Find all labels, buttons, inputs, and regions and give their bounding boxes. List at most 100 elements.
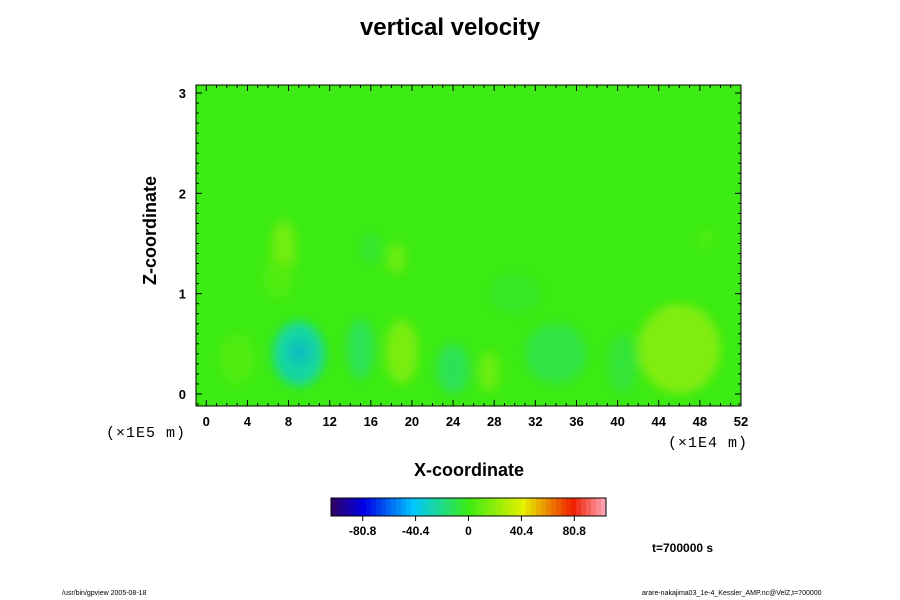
heatmap-cell xyxy=(347,318,374,379)
colorbar-cell xyxy=(566,498,572,516)
y-scale-label: (×1E5 m) xyxy=(106,425,187,442)
x-tick-label: 40 xyxy=(610,414,624,429)
colorbar-cell xyxy=(406,498,412,516)
colorbar-cell xyxy=(561,498,567,516)
colorbar-cell xyxy=(456,498,462,516)
chart-title: vertical velocity xyxy=(359,14,541,41)
heatmap-cell xyxy=(696,228,714,249)
x-tick-label: 8 xyxy=(285,414,292,429)
heatmap-cell xyxy=(478,351,500,392)
colorbar-cell xyxy=(501,498,507,516)
colorbar-cell xyxy=(371,498,377,516)
colorbar-cell xyxy=(436,498,442,516)
colorbar-cell xyxy=(366,498,372,516)
heatmap-cell xyxy=(385,319,419,384)
colorbar-tick-label: 40.4 xyxy=(510,524,534,538)
colorbar-cell xyxy=(361,498,367,516)
colorbar-cell xyxy=(391,498,397,516)
heatmap-cell xyxy=(638,303,721,394)
x-scale-label: (×1E4 m) xyxy=(668,435,749,452)
x-tick-label: 0 xyxy=(203,414,210,429)
y-tick-label: 3 xyxy=(179,86,186,101)
colorbar-cell xyxy=(411,498,417,516)
heatmap-cell xyxy=(436,343,470,394)
colorbar-cell xyxy=(376,498,382,516)
colorbar-cell xyxy=(416,498,422,516)
colorbar-cell xyxy=(441,498,447,516)
heatmap-field xyxy=(196,85,741,406)
colorbar-cell xyxy=(381,498,387,516)
heatmap-cell xyxy=(489,273,541,314)
colorbar-cell xyxy=(521,498,527,516)
colorbar-tick-label: 0 xyxy=(465,524,472,538)
colorbar-cell xyxy=(586,498,592,516)
x-tick-label: 24 xyxy=(446,414,461,429)
colorbar-cell xyxy=(336,498,342,516)
colorbar-cell xyxy=(546,498,552,516)
colorbar-cell xyxy=(556,498,562,516)
colorbar-cell xyxy=(471,498,477,516)
colorbar-cell xyxy=(516,498,522,516)
time-label: t=700000 s xyxy=(652,541,714,555)
colorbar-cell xyxy=(491,498,497,516)
colorbar-cell xyxy=(551,498,557,516)
colorbar-cell xyxy=(401,498,407,516)
footer-left: /usr/bin/gpview 2005-08-18 xyxy=(62,590,147,597)
colorbar-cell xyxy=(426,498,432,516)
heatmap-cell xyxy=(262,258,294,299)
x-tick-label: 32 xyxy=(528,414,542,429)
colorbar-tick-label: -80.8 xyxy=(349,524,377,538)
x-tick-label: 48 xyxy=(693,414,707,429)
colorbar-cell xyxy=(571,498,577,516)
colorbar-cell xyxy=(596,498,602,516)
colorbar-cell xyxy=(356,498,362,516)
heatmap-cell xyxy=(387,242,406,275)
y-tick-label: 0 xyxy=(179,387,186,402)
colorbar-cell xyxy=(431,498,437,516)
x-tick-label: 44 xyxy=(652,414,667,429)
heatmap-cell xyxy=(218,333,256,384)
colorbar-cell xyxy=(351,498,357,516)
colorbar-cell xyxy=(531,498,537,516)
x-tick-label: 4 xyxy=(244,414,252,429)
colorbar-cell xyxy=(496,498,502,516)
colorbar-cell xyxy=(461,498,467,516)
colorbar-cell xyxy=(421,498,427,516)
colorbar-cell xyxy=(331,498,337,516)
x-tick-label: 28 xyxy=(487,414,501,429)
heatmap-cell xyxy=(360,233,382,264)
colorbar-cell xyxy=(591,498,597,516)
x-tick-label: 36 xyxy=(569,414,583,429)
colorbar-cell xyxy=(506,498,512,516)
colorbar-cell xyxy=(511,498,517,516)
colorbar-cell xyxy=(451,498,457,516)
colorbar-cell xyxy=(576,498,582,516)
y-axis-label: Z-coordinate xyxy=(140,175,160,285)
colorbar-cell xyxy=(601,498,607,516)
footer-right: arare-nakajima03_1e-4_Kessler_AMP.nc@Vel… xyxy=(642,590,822,597)
colorbar-cell xyxy=(536,498,542,516)
colorbar-cell xyxy=(341,498,347,516)
heatmap-cell xyxy=(525,323,587,384)
colorbar-cell xyxy=(466,498,472,516)
x-tick-label: 16 xyxy=(364,414,378,429)
colorbar-cell xyxy=(476,498,482,516)
colorbar: -80.8 -40.4 0 40.4 80.8 xyxy=(330,497,607,538)
colorbar-cell xyxy=(346,498,352,516)
x-tick-label: 52 xyxy=(734,414,748,429)
colorbar-cell xyxy=(481,498,487,516)
x-axis-label: X-coordinate xyxy=(413,460,524,480)
heatmap-cell xyxy=(273,321,325,386)
colorbar-cell xyxy=(541,498,547,516)
x-tick-label: 12 xyxy=(322,414,336,429)
heatmap-cell xyxy=(608,333,638,394)
colorbar-tick-label: 80.8 xyxy=(563,524,587,538)
colorbar-cell xyxy=(396,498,402,516)
colorbar-tick-label: -40.4 xyxy=(402,524,430,538)
colorbar-cell xyxy=(386,498,392,516)
colorbar-cell xyxy=(486,498,492,516)
colorbar-cell xyxy=(581,498,587,516)
plot-frame xyxy=(195,84,742,407)
